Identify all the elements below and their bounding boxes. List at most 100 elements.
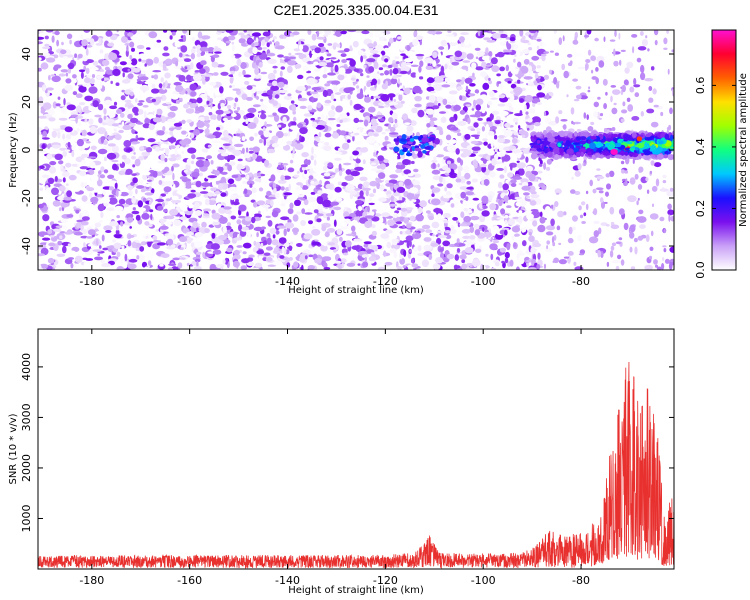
spectrogram-cell bbox=[62, 56, 69, 60]
spectrogram-cell bbox=[225, 40, 231, 44]
spectrogram-cell bbox=[579, 249, 586, 255]
spectrogram-cell bbox=[51, 35, 55, 43]
spectrogram-cell bbox=[498, 94, 506, 99]
spectrogram-cell bbox=[512, 117, 519, 123]
spectrogram-cell bbox=[474, 229, 481, 236]
spectrogram-cell bbox=[523, 119, 531, 122]
spectrogram-cell bbox=[563, 256, 570, 259]
spectrogram-cell bbox=[652, 203, 654, 208]
spectrogram-cell bbox=[187, 101, 192, 105]
spectrogram-cell bbox=[42, 46, 51, 50]
spectrogram-cell bbox=[383, 188, 387, 192]
spectrogram-cell bbox=[98, 71, 106, 75]
spectrogram-cell bbox=[526, 181, 533, 187]
spectrogram-cell bbox=[144, 81, 153, 85]
spectrogram-cell bbox=[304, 255, 308, 260]
spectrogram-cell bbox=[465, 191, 474, 196]
spectrogram-cell bbox=[97, 103, 104, 111]
spectrogram-cell bbox=[185, 231, 194, 236]
spectrogram-cell bbox=[118, 198, 126, 205]
spectrogram-cell bbox=[92, 100, 99, 108]
spectrogram-cell bbox=[645, 35, 648, 39]
spectrogram-cell bbox=[399, 257, 406, 265]
spectrogram-cell bbox=[482, 55, 492, 61]
spectrogram-cell bbox=[322, 256, 332, 262]
spectrogram-cell bbox=[536, 264, 541, 270]
spectrogram-cell bbox=[663, 228, 666, 234]
spectrogram-cell bbox=[256, 200, 266, 206]
spectrogram-cell bbox=[124, 99, 132, 103]
spectrogram-cell bbox=[457, 165, 463, 172]
spectrogram-cell bbox=[352, 40, 359, 48]
spectrogram-cell bbox=[498, 135, 505, 139]
spectrogram-cell bbox=[578, 205, 582, 211]
spectrogram-cell bbox=[324, 83, 331, 87]
spectrogram-cell bbox=[129, 55, 133, 60]
spectrogram-cell bbox=[118, 170, 126, 176]
spectrogram-cell bbox=[172, 257, 180, 261]
spectrogram-cell bbox=[421, 137, 430, 143]
spectrogram-cell bbox=[131, 155, 136, 160]
spectrogram-cell bbox=[596, 176, 605, 180]
spectrogram-cell bbox=[470, 134, 480, 138]
spectrogram-cell bbox=[140, 59, 147, 63]
spectrogram-cell bbox=[261, 204, 271, 208]
spectrogram-cell bbox=[260, 226, 266, 230]
spectrogram-cell bbox=[504, 219, 508, 225]
spectrogram-cell bbox=[155, 198, 165, 203]
spectrogram-cell bbox=[283, 192, 293, 196]
spectrogram-cell bbox=[159, 225, 169, 230]
spectrogram-cell bbox=[426, 123, 431, 128]
spectrogram-cell bbox=[246, 180, 255, 186]
spectrogram-cell bbox=[125, 160, 129, 165]
spectrogram-cell bbox=[241, 226, 249, 231]
spectrogram-cell bbox=[143, 111, 147, 119]
spectrogram-cell bbox=[205, 53, 215, 56]
spectrogram-cell bbox=[521, 39, 530, 44]
spectrogram-cell bbox=[152, 170, 158, 178]
spectrogram-cell bbox=[84, 201, 93, 205]
spectrogram-cell bbox=[279, 70, 283, 77]
spectrogram-cell bbox=[44, 35, 49, 40]
spectrogram-cell bbox=[232, 232, 238, 239]
spectrogram-cell bbox=[339, 119, 343, 124]
spectrogram-cell bbox=[128, 104, 135, 108]
spectrogram-cell bbox=[144, 252, 154, 257]
spectrogram-cell bbox=[527, 267, 537, 270]
spectrogram-cell bbox=[307, 254, 315, 258]
spectrogram-cell bbox=[327, 162, 334, 168]
spectrogram-cell bbox=[264, 121, 267, 126]
spectrogram-cell bbox=[83, 261, 89, 267]
spectrogram-cell bbox=[42, 137, 50, 140]
spectrogram-cell bbox=[257, 47, 263, 51]
spectrogram-cell bbox=[246, 96, 253, 101]
spectrogram-cell bbox=[166, 215, 175, 220]
spectrogram-cell bbox=[260, 113, 267, 120]
spectrogram-cell bbox=[166, 238, 174, 246]
spectrogram-cell bbox=[222, 259, 226, 265]
spectrogram-cell bbox=[50, 74, 56, 77]
spectrogram-cell bbox=[226, 247, 233, 253]
spectrogram-cell bbox=[173, 219, 182, 227]
spectrogram-cell bbox=[399, 82, 403, 86]
spectrogram-cell bbox=[477, 172, 485, 178]
spectrogram-cell bbox=[277, 54, 284, 58]
spectrogram-cell bbox=[110, 34, 118, 41]
spectrogram-cell bbox=[341, 262, 345, 268]
spectrogram-cell bbox=[426, 102, 435, 107]
spectrogram-cell bbox=[259, 173, 266, 177]
spectrogram-cell bbox=[307, 105, 313, 111]
spectrogram-cell bbox=[577, 163, 582, 171]
spectrogram-cell bbox=[96, 179, 103, 187]
spectrogram-cell bbox=[193, 129, 200, 136]
spectrogram-cell bbox=[573, 261, 577, 266]
spectrogram-cell bbox=[343, 48, 350, 53]
spectrogram-cell bbox=[445, 34, 455, 37]
spectrogram-cell bbox=[58, 207, 62, 212]
spectrogram-cell bbox=[360, 73, 364, 77]
spectrogram-cell bbox=[380, 205, 389, 211]
spectrogram-cell bbox=[402, 147, 408, 152]
spectrogram-cell bbox=[392, 75, 398, 79]
spectrogram-cell bbox=[414, 103, 422, 108]
spectrogram-cell bbox=[246, 174, 250, 181]
